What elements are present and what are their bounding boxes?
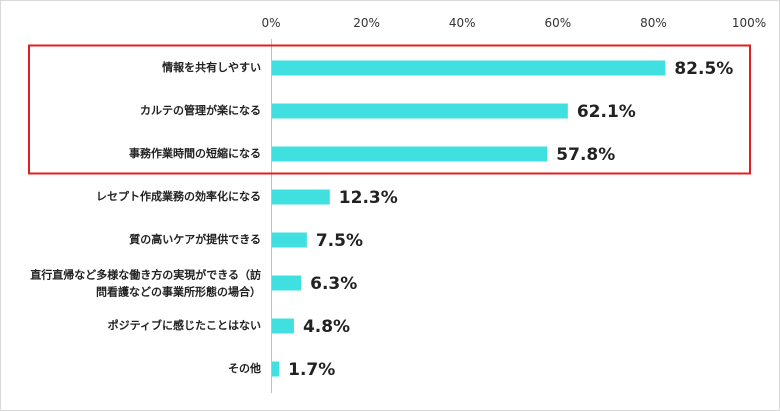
data-label: 6.3% [310,274,357,294]
bar [272,103,568,119]
data-label: 12.3% [339,188,398,208]
category-label: ポジティブに感じたことはない [108,318,261,332]
bar [272,361,280,377]
data-label: 82.5% [674,59,733,79]
data-label: 7.5% [316,231,363,251]
category-label: 情報を共有しやすい [162,60,261,74]
bar [272,318,294,334]
x-tick-label: 100% [732,16,766,30]
x-tick-label: 40% [449,16,476,30]
bar [272,189,330,205]
category-label: レセプト作成業務の効率化になる [96,189,261,203]
data-label: 62.1% [577,102,636,122]
data-label: 57.8% [556,145,615,165]
x-tick-label: 60% [544,16,571,30]
category-label: 直行直帰など多様な働き方の実現ができる（訪問看護などの事業所形態の場合） [30,268,261,299]
bar [272,275,302,291]
category-label: カルテの管理が楽になる [140,103,261,117]
bar [272,146,548,162]
category-label: 事務作業時間の短縮になる [129,146,261,160]
data-label: 4.8% [303,317,350,337]
category-label: 質の高いケアが提供できる [129,232,261,246]
bar [272,232,307,248]
x-tick-label: 80% [640,16,667,30]
x-tick-label: 0% [261,16,280,30]
data-label: 1.7% [288,360,335,380]
category-label: その他 [228,361,261,375]
highlight-box [28,44,751,175]
x-tick-label: 20% [353,16,380,30]
bar [272,60,666,76]
